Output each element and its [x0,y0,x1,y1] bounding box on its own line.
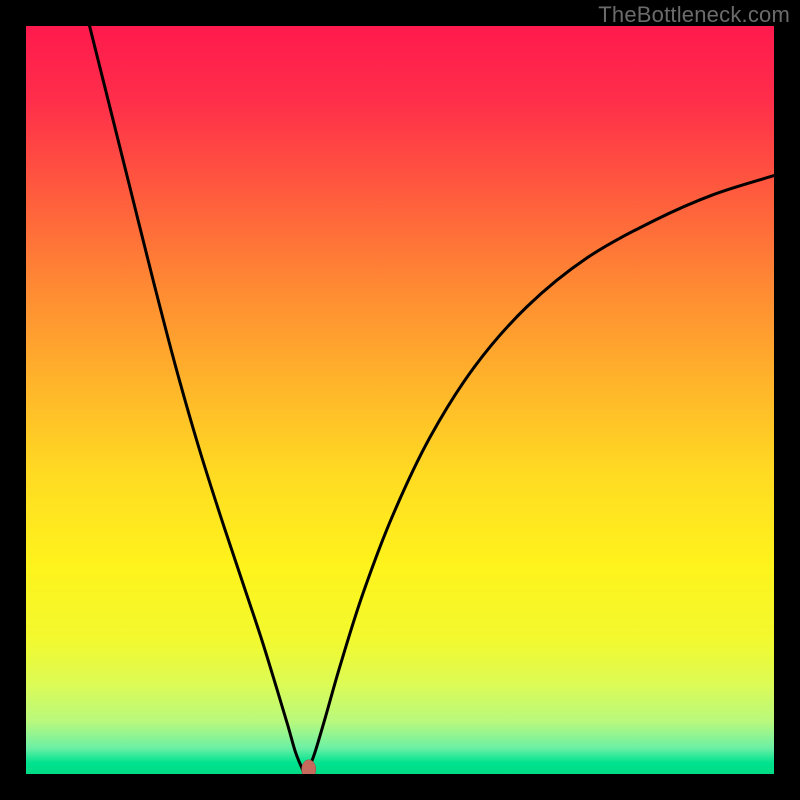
chart-svg [0,0,800,800]
chart-frame: TheBottleneck.com [0,0,800,800]
plot-background-gradient [26,26,774,774]
watermark-text: TheBottleneck.com [598,2,790,28]
